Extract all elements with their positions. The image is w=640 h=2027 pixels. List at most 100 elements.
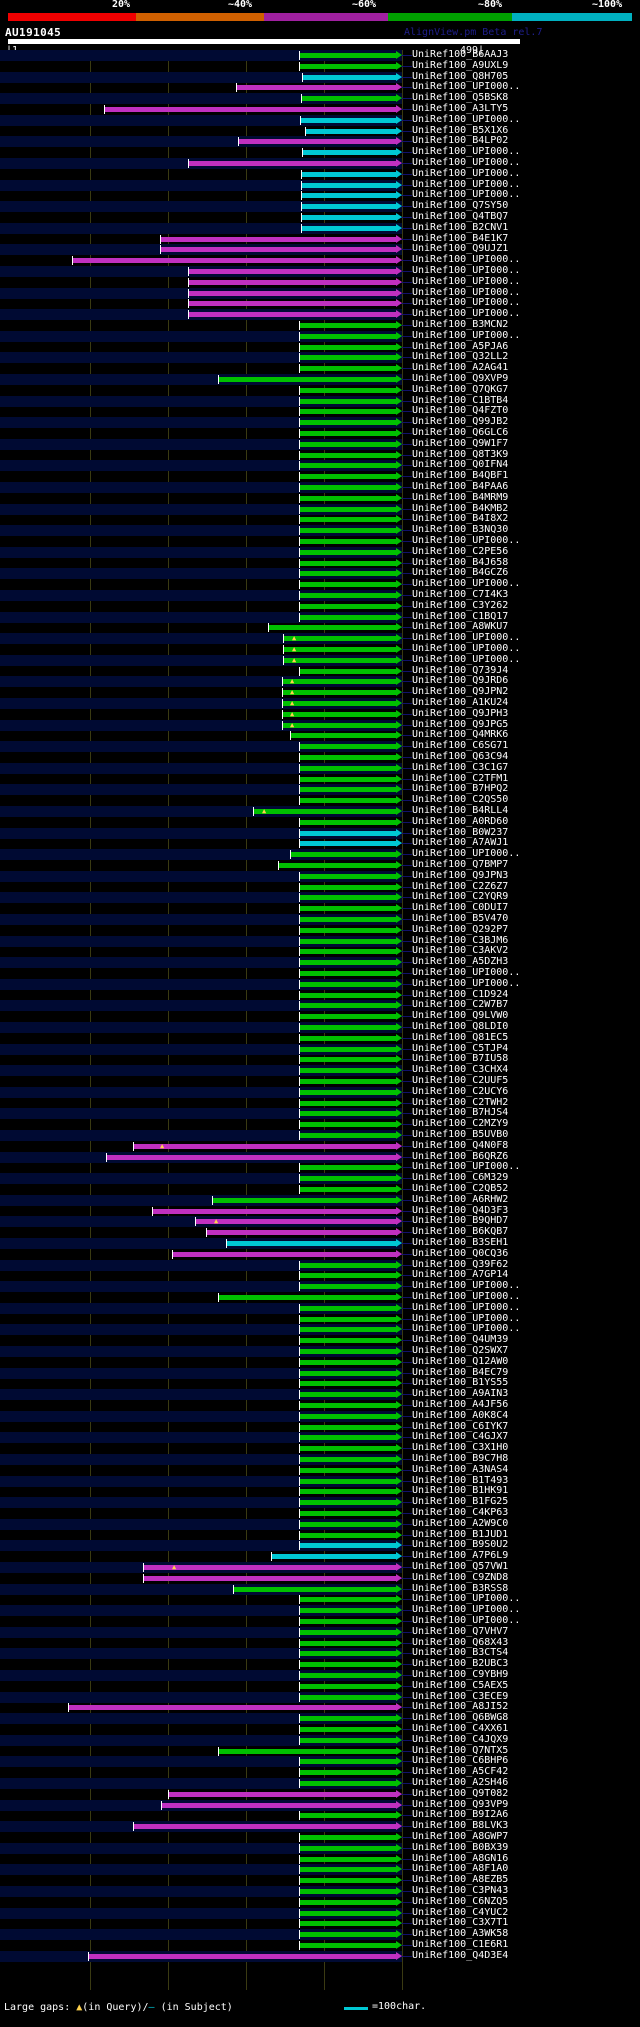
hsp-bar[interactable] <box>253 809 396 814</box>
hsp-bar[interactable] <box>299 830 396 836</box>
hsp-bar[interactable] <box>299 960 396 966</box>
hsp-bar[interactable] <box>299 1899 396 1905</box>
hit-label[interactable]: UniRef100_A3LTY5 <box>412 103 509 114</box>
hit-label[interactable]: UniRef100_Q63C94 <box>412 751 509 762</box>
hit-label[interactable]: UniRef100_B6KQB7 <box>412 1226 509 1238</box>
hit-label[interactable]: UniRef100_Q68X43 <box>412 1636 509 1648</box>
alignment-row[interactable]: UniRef100_A9UXL9 <box>0 60 640 72</box>
hsp-bar[interactable] <box>68 1705 396 1711</box>
hsp-bar[interactable] <box>299 798 396 804</box>
alignment-row[interactable]: ▲ UniRef100_Q9JPH3 <box>0 708 640 720</box>
hsp-bar[interactable] <box>299 884 396 890</box>
alignment-row[interactable]: UniRef100_A7AWJ1 <box>0 837 640 849</box>
hit-label[interactable]: UniRef100_C6SG71 <box>412 740 509 752</box>
hit-label[interactable]: UniRef100_C2Z6Z7 <box>412 880 509 892</box>
hsp-bar[interactable] <box>299 1921 396 1927</box>
hsp-bar[interactable] <box>271 1554 396 1560</box>
alignment-row[interactable]: UniRef100_C4XX61 <box>0 1723 640 1735</box>
alignment-row[interactable]: UniRef100_B4MRM9 <box>0 492 640 504</box>
hsp-bar[interactable] <box>301 225 396 231</box>
alignment-row[interactable]: UniRef100_C3X1H0 <box>0 1442 640 1454</box>
hit-label[interactable]: UniRef100_C1BQ17 <box>412 610 509 622</box>
hsp-bar[interactable] <box>299 495 396 501</box>
hsp-bar[interactable] <box>299 1122 396 1128</box>
hsp-bar[interactable] <box>299 1856 396 1862</box>
hsp-bar[interactable] <box>299 906 396 912</box>
alignment-rows-panel[interactable]: UniRef100_B6AAJ3 UniRef100_A9UXL9 UniRef10… <box>0 49 640 1990</box>
hit-label[interactable]: UniRef100_C2YQR9 <box>412 891 509 903</box>
alignment-row[interactable]: UniRef100_Q4FZT0 <box>0 405 640 417</box>
hsp-bar[interactable] <box>282 722 396 728</box>
hsp-bar[interactable] <box>299 398 396 404</box>
alignment-row[interactable]: UniRef100_C3PN43 <box>0 1885 640 1897</box>
hit-label[interactable]: UniRef100_A2AG41 <box>412 362 509 374</box>
alignment-row[interactable]: UniRef100_C5TJP4 <box>0 1043 640 1055</box>
alignment-row[interactable]: UniRef100_UPI000.. <box>0 297 640 309</box>
alignment-row[interactable]: UniRef100_C4JQX9 <box>0 1734 640 1746</box>
hit-label[interactable]: UniRef100_B9I2A6 <box>412 1809 509 1821</box>
hsp-bar[interactable] <box>299 1316 396 1322</box>
alignment-row[interactable]: UniRef100_Q2SWX7 <box>0 1345 640 1357</box>
hit-label[interactable]: UniRef100_Q7BMP7 <box>412 859 509 870</box>
hsp-bar[interactable] <box>299 1100 396 1106</box>
alignment-row[interactable]: UniRef100_B3NQ30 <box>0 524 640 537</box>
hit-label[interactable]: UniRef100_UPI000.. <box>412 329 521 341</box>
hit-label[interactable]: UniRef100_A5CF42 <box>412 1766 509 1778</box>
alignment-row[interactable]: UniRef100_B1JUD1 <box>0 1529 640 1541</box>
alignment-row[interactable]: UniRef100_B4KMB2 <box>0 503 640 515</box>
hit-label[interactable]: UniRef100_C3ECE9 <box>412 1690 509 1702</box>
alignment-row[interactable]: UniRef100_Q68X43 <box>0 1636 640 1649</box>
hsp-bar[interactable] <box>299 506 396 512</box>
hit-label[interactable]: UniRef100_A2W9C0 <box>412 1517 509 1529</box>
hsp-bar[interactable] <box>290 852 396 858</box>
hsp-bar[interactable] <box>299 463 396 469</box>
hit-label[interactable]: UniRef100_A0RD60 <box>412 815 509 827</box>
hsp-bar[interactable] <box>233 1586 396 1592</box>
hsp-bar[interactable] <box>161 1802 396 1808</box>
hit-label[interactable]: UniRef100_C1E6R1 <box>412 1939 509 1950</box>
alignment-row[interactable]: UniRef100_C2MZY9 <box>0 1118 640 1130</box>
hit-label[interactable]: UniRef100_A9AIN3 <box>412 1388 509 1400</box>
hsp-bar[interactable] <box>299 1273 396 1279</box>
alignment-row[interactable]: UniRef100_C6SG71 <box>0 740 640 753</box>
alignment-row[interactable]: UniRef100_C2TFM1 <box>0 773 640 785</box>
alignment-row[interactable]: ▲ UniRef100_Q57VW1 <box>0 1561 640 1573</box>
hsp-bar[interactable] <box>299 1683 396 1689</box>
hsp-bar[interactable] <box>160 236 396 242</box>
hsp-bar[interactable] <box>299 1327 396 1333</box>
alignment-row[interactable]: UniRef100_A7GP14 <box>0 1269 640 1281</box>
alignment-row[interactable]: UniRef100_B5UVB0 <box>0 1129 640 1141</box>
alignment-row[interactable]: UniRef100_B5V470 <box>0 913 640 925</box>
hit-label[interactable]: UniRef100_C1D924 <box>412 988 509 1000</box>
hsp-bar[interactable] <box>301 96 396 102</box>
hit-label[interactable]: UniRef100_UPI000.. <box>412 286 521 298</box>
hsp-bar[interactable] <box>133 1824 396 1830</box>
hit-label[interactable]: UniRef100_C3CHX4 <box>412 1064 509 1076</box>
hit-label[interactable]: UniRef100_C6IYK7 <box>412 1420 509 1432</box>
hit-label[interactable]: UniRef100_A7GP14 <box>412 1269 509 1281</box>
hit-label[interactable]: UniRef100_Q0IFN4 <box>412 459 509 471</box>
hsp-bar[interactable] <box>218 377 396 382</box>
alignment-row[interactable]: UniRef100_Q9W1F7 <box>0 438 640 450</box>
alignment-row[interactable]: UniRef100_A8WKU7 <box>0 621 640 633</box>
hsp-bar[interactable] <box>282 690 396 696</box>
hsp-bar[interactable] <box>299 1608 396 1614</box>
alignment-row[interactable]: ▲ UniRef100_Q9JPG5 <box>0 719 640 731</box>
hsp-bar[interactable] <box>299 1446 396 1452</box>
hsp-bar[interactable] <box>299 992 396 998</box>
hsp-bar[interactable] <box>299 1025 396 1030</box>
alignment-row[interactable]: UniRef100_Q8H705 <box>0 71 640 83</box>
hsp-bar[interactable] <box>268 625 396 631</box>
hsp-bar[interactable] <box>299 744 396 750</box>
hit-label[interactable]: UniRef100_UPI000.. <box>412 1615 521 1626</box>
alignment-row[interactable]: UniRef100_A5CF42 <box>0 1766 640 1778</box>
alignment-row[interactable]: UniRef100_Q9T082 <box>0 1788 640 1800</box>
hit-label[interactable]: UniRef100_Q9JPN2 <box>412 686 509 698</box>
alignment-row[interactable]: UniRef100_Q7BMP7 <box>0 859 640 871</box>
hit-label[interactable]: UniRef100_C4GJX7 <box>412 1431 509 1443</box>
hit-label[interactable]: UniRef100_Q4D3E4 <box>412 1949 509 1961</box>
alignment-row[interactable]: ▲ UniRef100_B4RLL4 <box>0 805 640 817</box>
hit-label[interactable]: UniRef100_C2QB52 <box>412 1183 509 1194</box>
hsp-bar[interactable] <box>301 182 396 188</box>
hsp-bar[interactable] <box>299 1716 396 1722</box>
